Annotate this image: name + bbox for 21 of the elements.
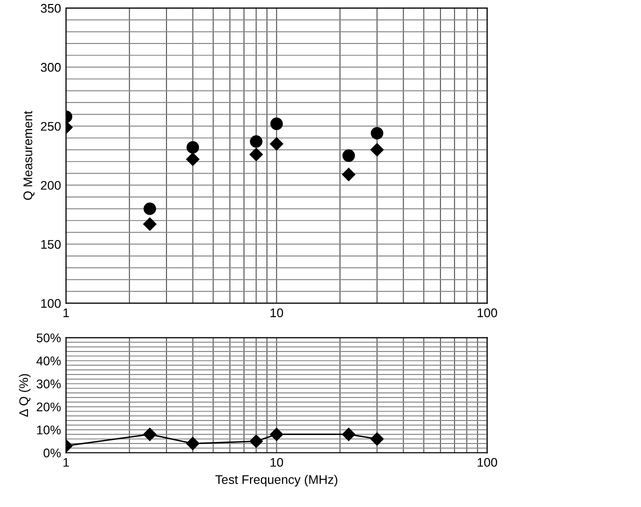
- y-tick-label: 150: [41, 240, 61, 249]
- y-tick-label: 40%: [36, 356, 61, 366]
- y-axis-title: Q Measurement: [23, 110, 35, 200]
- y-tick-label: 10%: [37, 426, 61, 434]
- y-tick-label: 0%: [44, 448, 61, 458]
- y-tick-label: 50%: [36, 333, 61, 342]
- x-tick-label: 10: [270, 458, 284, 467]
- y-tick-label: 200: [40, 180, 61, 190]
- x-tick-label: 10: [270, 308, 284, 318]
- x-tick-label: 100: [478, 458, 498, 467]
- x-tick-label: 100: [478, 308, 498, 318]
- y-tick-label: 250: [40, 122, 61, 131]
- x-tick-label: 1: [64, 308, 69, 318]
- x-tick-label: 1: [64, 458, 69, 467]
- y-tick-label: 300: [40, 62, 61, 72]
- y-tick-label: 30%: [36, 380, 61, 388]
- y-tick-label: 100: [41, 298, 61, 308]
- x-axis-title: Test Frequency (MHz): [215, 474, 338, 486]
- y-tick-label: 350: [40, 4, 61, 13]
- y-axis-title: Δ Q (%): [18, 374, 31, 417]
- y-tick-label: 20%: [36, 402, 61, 412]
